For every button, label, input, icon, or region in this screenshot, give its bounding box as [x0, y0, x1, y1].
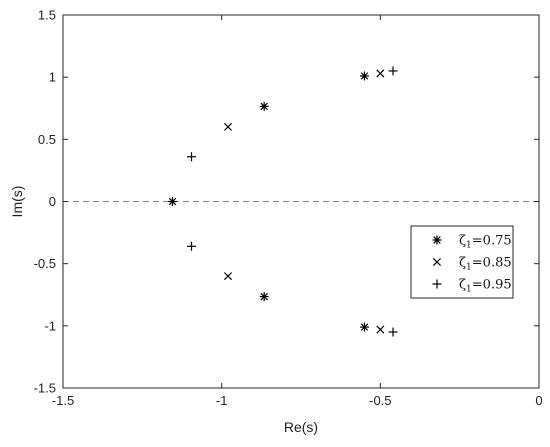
data-point-plus-marker	[388, 66, 398, 76]
data-point-x-marker	[376, 69, 385, 78]
legend-marker-x	[432, 257, 442, 267]
x-axis-label: Re(s)	[284, 419, 318, 435]
y-tick-label: 1	[49, 70, 56, 85]
marker-stroke	[260, 292, 268, 301]
plot-axes-frame	[62, 14, 540, 389]
data-point-x-marker	[223, 272, 233, 281]
data-point-asterisk-marker	[359, 322, 369, 332]
data-point-asterisk-marker	[259, 101, 269, 111]
data-markers	[167, 66, 398, 337]
legend-entry-label: ζ1=0.95	[459, 278, 512, 295]
data-point-x-marker	[376, 325, 385, 334]
y-tick-label: 0	[49, 194, 56, 209]
y-axis-label: Im(s)	[9, 186, 25, 218]
data-point-plus-marker	[187, 241, 197, 251]
data-point-x-marker	[223, 122, 233, 131]
y-tick-label: 0.5	[38, 132, 56, 147]
x-tick-label: -0.5	[369, 393, 391, 408]
data-point-plus-marker	[388, 327, 398, 337]
data-point-plus-marker	[187, 152, 197, 162]
axis-ticks: -1.5 -1 -0.5 0 -1.5 -1 -0.5 0 0.5 1 1.5	[34, 8, 543, 409]
data-point-asterisk-marker	[359, 71, 369, 81]
marker-stroke	[360, 72, 369, 80]
legend-marker-asterisk	[432, 235, 442, 245]
data-point-asterisk-marker	[259, 292, 269, 302]
x-tick-label: 0	[535, 393, 542, 408]
marker-stroke	[376, 69, 385, 78]
legend-box	[410, 225, 514, 299]
marker-stroke	[223, 272, 233, 281]
data-point-asterisk-marker	[167, 197, 177, 206]
legend-marker-plus	[432, 279, 442, 289]
marker-stroke	[376, 325, 385, 334]
marker-stroke	[432, 257, 442, 267]
marker-stroke	[360, 323, 369, 331]
legend-entry-label: ζ1=0.75	[459, 234, 512, 251]
legend-entry-label: ζ1=0.85	[459, 256, 512, 273]
y-tick-label: -1.5	[34, 381, 56, 396]
y-tick-label: -1	[44, 318, 56, 333]
x-tick-label: -1.5	[52, 393, 74, 408]
plot-area-box	[62, 14, 540, 389]
x-tick-label: -1	[216, 393, 228, 408]
marker-stroke	[260, 102, 268, 111]
y-tick-label: -0.5	[34, 256, 56, 271]
marker-stroke	[433, 236, 441, 244]
y-tick-label: 1.5	[38, 8, 56, 23]
marker-stroke	[168, 197, 177, 206]
legend: ζ1=0.75 ζ1=0.85 ζ1=0.95	[410, 225, 514, 299]
marker-stroke	[223, 122, 233, 131]
